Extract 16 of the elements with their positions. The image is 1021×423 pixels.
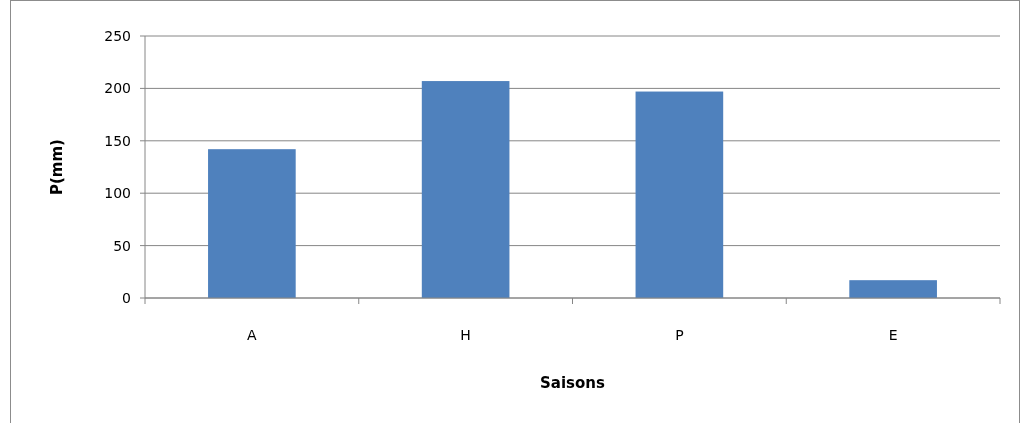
y-tick-label: 200 xyxy=(104,80,131,97)
x-axis-title: Saisons xyxy=(540,374,606,392)
y-tick-label: 50 xyxy=(113,237,131,254)
x-tick-label: A xyxy=(247,327,258,343)
x-tick-label: H xyxy=(460,327,471,343)
y-tick-label: 250 xyxy=(104,27,131,44)
y-axis-title: P(mm) xyxy=(48,139,66,195)
x-tick-label: E xyxy=(888,327,898,343)
y-tick-label: 0 xyxy=(122,289,131,306)
y-tick-label: 150 xyxy=(104,132,131,149)
bar xyxy=(635,91,724,298)
y-tick-label: 100 xyxy=(104,185,131,202)
x-tick-label: P xyxy=(675,327,684,343)
bar xyxy=(208,149,296,298)
bar xyxy=(421,81,510,298)
bar xyxy=(849,280,937,298)
